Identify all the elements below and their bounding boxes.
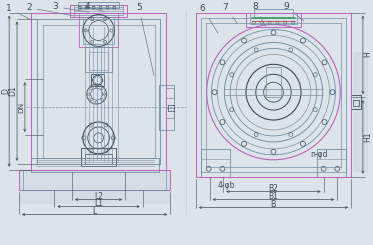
Bar — [23, 170, 166, 190]
Bar — [351, 95, 361, 109]
Bar — [317, 149, 346, 177]
Text: L2: L2 — [94, 192, 103, 201]
Bar — [353, 100, 359, 106]
Bar — [246, 13, 301, 26]
Text: 8: 8 — [252, 2, 265, 26]
Bar — [254, 9, 293, 17]
Bar — [166, 88, 174, 98]
Bar — [201, 149, 230, 177]
Text: D: D — [2, 88, 11, 94]
Bar — [19, 170, 170, 190]
Bar — [81, 148, 116, 166]
Text: DN: DN — [18, 101, 24, 113]
Bar — [85, 154, 112, 164]
Text: B2: B2 — [269, 184, 278, 193]
Bar — [168, 105, 174, 111]
Bar — [78, 2, 119, 8]
Text: n-φd: n-φd — [310, 150, 327, 159]
Bar — [166, 108, 174, 118]
Text: 4-φb: 4-φb — [217, 181, 235, 190]
Text: 7: 7 — [222, 3, 237, 23]
Text: 6: 6 — [200, 4, 218, 33]
Bar — [19, 170, 170, 204]
Text: H: H — [363, 51, 372, 57]
Text: H1: H1 — [363, 132, 372, 142]
Bar — [83, 17, 114, 44]
Text: 9: 9 — [283, 2, 304, 21]
Text: L1: L1 — [94, 199, 103, 208]
Text: D1: D1 — [9, 86, 18, 97]
Text: L: L — [93, 207, 97, 216]
Text: 2: 2 — [26, 3, 75, 16]
Bar — [353, 52, 371, 172]
Bar — [159, 85, 174, 130]
Bar — [74, 5, 123, 15]
Bar — [250, 13, 297, 24]
Bar — [89, 52, 109, 70]
Text: 3: 3 — [53, 2, 89, 12]
Text: 1: 1 — [6, 4, 30, 19]
Bar — [91, 74, 104, 86]
Text: B1: B1 — [269, 192, 278, 201]
Bar — [31, 158, 159, 172]
Text: 5: 5 — [136, 3, 154, 75]
Text: 4: 4 — [85, 2, 105, 12]
Bar — [79, 13, 118, 48]
Bar — [70, 5, 127, 17]
Text: B: B — [271, 200, 276, 209]
Bar — [85, 48, 112, 72]
Bar — [266, 67, 281, 97]
